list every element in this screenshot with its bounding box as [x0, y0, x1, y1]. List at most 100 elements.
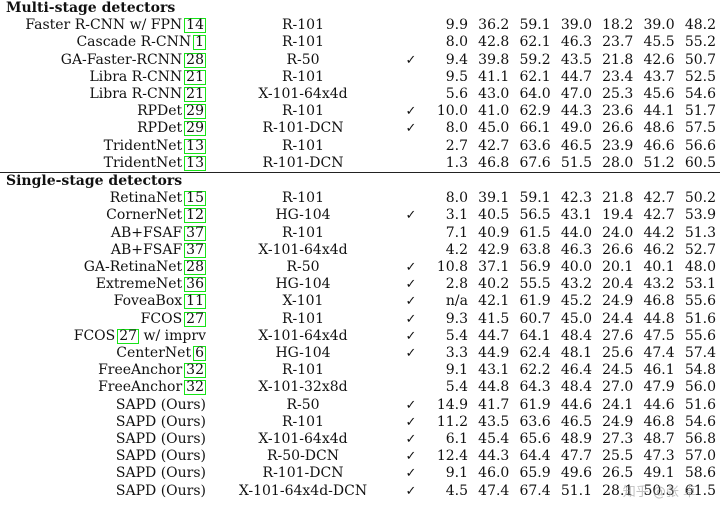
method-name: Cascade R-CNN: [76, 34, 192, 51]
ap50-cell: 62.1: [519, 68, 551, 85]
apm-cell: 43.7: [643, 68, 675, 85]
method-cell: SAPD (Ours): [0, 483, 216, 500]
table-row: SAPD (Ours) X-101-64x4d ✓ 6.1 45.4 65.6 48.9 27…: [0, 431, 720, 448]
aps-cell: 26.6: [602, 241, 634, 258]
backbone-cell: R-101-DCN: [216, 154, 390, 174]
ap75-cell: 48.4: [560, 379, 592, 396]
citation-link[interactable]: 21: [184, 86, 206, 103]
apl-cell: 54.8: [684, 362, 717, 379]
aps-cell: 27.3: [602, 431, 634, 448]
table-row: FreeAnchor 32 X-101-32x8d 5.4 44.8 64.3 48.4 27…: [0, 379, 720, 396]
method-cell: GA-RetinaNet 28: [0, 259, 216, 276]
fps-cell: 9.1: [445, 362, 468, 379]
citation-link[interactable]: 37: [184, 241, 206, 258]
ap75-cell: 43.1: [560, 207, 592, 224]
apm-cell: 51.2: [637, 154, 679, 174]
method-cell: ExtremeNet 36: [0, 276, 216, 293]
citation-link[interactable]: 28: [184, 51, 206, 68]
ap75-cell: 45.2: [560, 293, 592, 310]
table-row: ExtremeNet 36 HG-104 ✓ 2.8 40.2 55.5 43.2 20.4 43…: [0, 276, 720, 293]
ap75-cell: 43.5: [560, 51, 592, 68]
ap50-cell: 59.2: [519, 51, 551, 68]
ap75-cell: 51.1: [560, 482, 592, 499]
apl-cell: 51.3: [684, 224, 717, 241]
citation-link[interactable]: 28: [184, 259, 206, 276]
ap50-cell: 64.3: [519, 379, 551, 396]
aps-cell: 21.8: [602, 51, 634, 68]
apm-cell: 46.8: [643, 413, 675, 430]
fps-cell: 3.1: [445, 207, 468, 224]
apm-cell: 49.1: [643, 465, 675, 482]
citation-link[interactable]: 32: [184, 362, 206, 379]
ap50-cell: 61.9: [519, 396, 551, 413]
ap-cell: 44.9: [478, 345, 510, 362]
ap75-cell: 44.6: [560, 396, 592, 413]
table-row: FCOS 27 w/ imprv X-101-64x4d ✓ 5.4 44.7 64.1 48…: [0, 328, 720, 345]
fps-cell: 10.0: [436, 103, 468, 120]
method-name: GA-RetinaNet: [83, 259, 183, 276]
ap75-cell: 44.0: [560, 224, 592, 241]
method-name: FCOS: [73, 327, 116, 344]
multi-scale-check-icon: ✓: [405, 311, 417, 327]
method-cell: RetinaNet 15: [0, 190, 216, 207]
multi-scale-check-icon: ✓: [405, 52, 417, 68]
method-cell: FoveaBox 11: [0, 293, 216, 310]
citation-link[interactable]: 37: [184, 224, 206, 241]
ap-cell: 44.3: [478, 448, 510, 465]
ap-cell: 42.9: [478, 241, 510, 258]
ap50-cell: 60.7: [519, 310, 551, 327]
table-row: RPDet 29 R-101 ✓ 10.0 41.0 62.9 44.3 23.6 44.1 51.…: [0, 103, 720, 120]
citation-link[interactable]: 27: [117, 327, 140, 344]
table-row: TridentNet 13 R-101 2.7 42.7 63.6 46.5 23.9 46.6…: [0, 138, 720, 155]
fps-cell: 9.3: [445, 310, 468, 327]
method-name: ExtremeNet: [95, 276, 183, 293]
table-row: FoveaBox 11 X-101 ✓ n/a 42.1 61.9 45.2 24.9 46.8 5…: [0, 293, 720, 310]
apm-cell: 50.3: [643, 482, 675, 499]
apl-cell: 56.8: [684, 431, 717, 448]
apm-cell: 46.2: [643, 241, 675, 258]
citation-link[interactable]: 12: [184, 207, 206, 224]
citation-link[interactable]: 29: [184, 120, 206, 137]
ap75-cell: 48.9: [560, 431, 592, 448]
citation-link[interactable]: 29: [184, 103, 206, 120]
method-name: CornerNet: [106, 207, 183, 224]
ap-cell: 40.2: [478, 276, 510, 293]
fps-cell: 8.0: [445, 34, 468, 51]
multi-scale-check-icon: ✓: [405, 328, 417, 344]
aps-cell: 24.9: [602, 293, 634, 310]
apm-cell: 48.7: [643, 431, 675, 448]
ap75-cell: 42.3: [560, 190, 592, 207]
ap-cell: 37.1: [478, 259, 510, 276]
ap50-cell: 61.9: [519, 293, 551, 310]
apm-cell: 44.1: [643, 103, 675, 120]
method-cell: Cascade R-CNN 1: [0, 34, 216, 51]
method-name: FreeAnchor: [98, 379, 183, 396]
citation-link[interactable]: 27: [184, 310, 206, 327]
method-name: FreeAnchor: [98, 362, 183, 379]
method-name: SAPD (Ours): [115, 448, 206, 465]
fps-cell: 7.1: [445, 224, 468, 241]
citation-link[interactable]: 1: [193, 34, 206, 51]
citation-link[interactable]: 6: [193, 345, 206, 362]
backbone-cell: X-101-32x8d: [258, 379, 348, 396]
citation-link[interactable]: 13: [184, 137, 206, 154]
fps-cell: 3.3: [445, 345, 468, 362]
citation-link[interactable]: 36: [184, 276, 206, 293]
multi-scale-check-icon: ✓: [405, 260, 417, 276]
apl-cell: 57.4: [684, 345, 717, 362]
citation-link[interactable]: 13: [184, 154, 206, 171]
citation-link[interactable]: 14: [184, 17, 206, 34]
citation-link[interactable]: 11: [184, 293, 206, 310]
aps-cell: 25.3: [602, 86, 634, 103]
aps-cell: 23.9: [602, 137, 634, 154]
citation-link[interactable]: 32: [184, 379, 206, 396]
aps-cell: 18.2: [602, 17, 634, 34]
method-cell: RPDet 29: [0, 103, 216, 120]
table-row: SAPD (Ours) R-50 ✓ 14.9 41.7 61.9 44.6 24.1 44.6…: [0, 397, 720, 414]
fps-cell: 9.9: [445, 17, 468, 34]
method-cell: AB+FSAF 37: [0, 242, 216, 259]
citation-link[interactable]: 15: [184, 190, 206, 207]
citation-link[interactable]: 21: [184, 68, 206, 85]
